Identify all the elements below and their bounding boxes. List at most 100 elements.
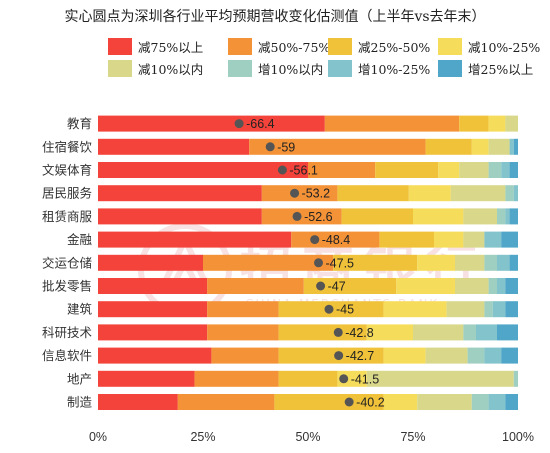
bar-segment <box>207 278 304 294</box>
legend-label: 减10%-25% <box>468 39 541 55</box>
marker-label: -47.5 <box>326 256 355 270</box>
category-label: 信息软件 <box>42 348 92 363</box>
bar-segment <box>450 185 506 202</box>
bar-segment <box>446 301 485 318</box>
bar-segment <box>274 394 384 410</box>
bar-segment <box>383 347 426 364</box>
bar-segment <box>261 185 338 202</box>
legend-item: 减50%-75% <box>228 36 330 56</box>
marker-dot <box>277 165 287 175</box>
legend-item: 减10%-25% <box>438 36 540 56</box>
bar-segment <box>379 231 434 248</box>
bar-segment <box>278 324 367 341</box>
legend-label: 增25%以上 <box>468 61 534 77</box>
marker-label: -45 <box>336 303 354 317</box>
bar-segment <box>505 185 514 202</box>
bar-segment <box>177 394 275 410</box>
bar-segment <box>413 208 464 225</box>
legend-item: 增25%以上 <box>438 58 533 78</box>
marker-label: -53.2 <box>302 187 331 201</box>
bar-segment <box>484 254 497 271</box>
legend-swatch <box>438 59 462 77</box>
bar-segment <box>98 208 262 225</box>
bar-segment <box>303 278 397 294</box>
bar-segment <box>513 185 518 202</box>
category-label: 交运仓储 <box>42 255 92 270</box>
category-label: 居民服务 <box>42 186 92 201</box>
x-axis-ticks: 0% 25% 50% 75% 100% <box>89 430 534 444</box>
marker-dot <box>333 327 343 337</box>
bar-segment <box>509 254 518 271</box>
legend-label: 增10%-25% <box>358 61 431 77</box>
category-label: 批发零售 <box>42 279 92 294</box>
legend-swatch <box>108 37 132 55</box>
bar-segment <box>98 347 212 364</box>
bar-segment <box>509 138 514 155</box>
bar-segment <box>488 394 506 410</box>
category-label: 金融 <box>67 232 93 247</box>
marker-dot <box>310 235 320 245</box>
bar-segment <box>366 324 413 341</box>
bar-segment <box>488 278 497 294</box>
legend-label: 增10%以内 <box>258 61 324 77</box>
marker-label: -56.1 <box>289 164 318 178</box>
bar-segment <box>501 347 518 364</box>
bar-segment <box>497 208 506 225</box>
bar-segment <box>463 208 497 225</box>
legend-item: 减25%-50% <box>328 36 430 56</box>
legend-label: 减75%以上 <box>138 39 204 55</box>
bar-segment <box>505 301 518 318</box>
bar-segment <box>98 278 208 294</box>
marker-dot <box>290 188 300 198</box>
bar-segment <box>417 254 455 271</box>
category-label: 制造 <box>67 395 93 410</box>
bar-segment <box>501 162 510 178</box>
marker-label: -42.7 <box>346 349 375 363</box>
bar-segment <box>249 138 426 155</box>
bar-segment <box>505 394 518 410</box>
marker-dot <box>292 211 302 221</box>
x-tick-label: 25% <box>190 430 215 444</box>
marker-label: -52.6 <box>304 210 333 224</box>
bar-segment <box>492 301 506 318</box>
bar-segment <box>98 162 308 178</box>
bar-segment <box>471 138 489 155</box>
bar-segment <box>341 208 413 225</box>
bar-segment <box>459 162 489 178</box>
bar-segment <box>425 347 468 364</box>
category-labels: 教育住宿餐饮文娱体育居民服务租赁商服金融交运仓储批发零售建筑科研技术信息软件地产… <box>42 116 93 409</box>
marker-label: -41.5 <box>351 372 380 386</box>
bar-segment <box>203 254 334 271</box>
legend-swatch <box>328 37 352 55</box>
category-label: 科研技术 <box>42 325 93 340</box>
category-label: 租赁商服 <box>42 209 93 224</box>
bar-segment <box>98 115 325 132</box>
legend-label: 减25%-50% <box>358 39 431 55</box>
legend-item: 减10%以内 <box>108 58 203 78</box>
bar-segment <box>324 115 460 132</box>
bar-segment <box>396 278 455 294</box>
legend-swatch <box>328 59 352 77</box>
bar-segment <box>455 278 489 294</box>
bar-segment <box>211 347 279 364</box>
bar-segment <box>375 162 439 178</box>
marker-label: -47 <box>328 280 346 294</box>
bar-segment <box>383 394 418 410</box>
bar-segment <box>463 231 485 248</box>
category-label: 建筑 <box>67 302 93 317</box>
marker-label: -42.8 <box>345 326 374 340</box>
bar-segment <box>425 138 472 155</box>
bar-segment <box>278 347 384 364</box>
bar-segment <box>434 231 464 248</box>
x-tick-label: 100% <box>502 430 534 444</box>
marker-dot <box>265 142 275 152</box>
marker-label: -40.2 <box>356 396 385 410</box>
legend-swatch <box>228 37 252 55</box>
bar-segment <box>459 115 489 132</box>
bar-segment <box>98 324 208 341</box>
marker-dot <box>339 374 349 384</box>
bar-segment <box>497 278 506 294</box>
bar-segment <box>98 231 292 248</box>
chart-title: 实心圆点为深圳各行业平均预期营收变化估测值（上半年vs去年末） <box>64 9 486 25</box>
bar-segment <box>488 162 502 178</box>
